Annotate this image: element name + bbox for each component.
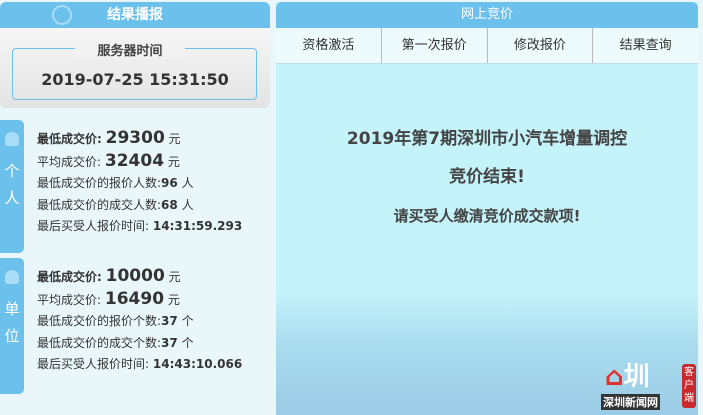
min-price-label: 最低成交价: [37, 270, 102, 284]
logo-char: 圳 [623, 362, 650, 392]
min-deals: 68 [161, 197, 178, 212]
bidding-tabs: 资格激活 第一次报价 修改报价 结果查询 [276, 28, 698, 64]
unit: 人 [181, 197, 194, 212]
personal-tab: 个 人 [0, 120, 24, 253]
last-time: 14:43:10.066 [152, 357, 243, 371]
unit: 人 [181, 176, 194, 190]
min-deals-label: 最低成交价的成交个数: [37, 335, 162, 350]
tab-first-bid[interactable]: 第一次报价 [382, 28, 488, 63]
side-label: 单 [4, 300, 20, 318]
message-line-1: 2019年第7期深圳市小汽车增量调控 [346, 129, 628, 149]
avg-price: 32404 [104, 150, 165, 171]
logo-name: 深圳新闻网 [601, 394, 660, 410]
clock-icon [52, 5, 72, 25]
min-price: 29300 [105, 128, 165, 148]
avg-price-label: 平均成交价: [37, 154, 102, 169]
unit: 个 [181, 335, 194, 350]
result-panel: 结果播报 服务器时间 2019-07-25 15:31:50 个 人 最低成交价… [0, 0, 270, 415]
avg-price: 16490 [104, 288, 165, 309]
unit: 元 [168, 270, 181, 284]
tab-modify-bid[interactable]: 修改报价 [488, 28, 594, 63]
last-time-label: 最后买受人报价时间: [37, 357, 150, 371]
min-deals-label: 最低成交价的成交人数: [37, 197, 162, 212]
min-bidders-label: 最低成交价的报价个数: [37, 314, 162, 328]
result-panel-header: 结果播报 [0, 2, 270, 28]
unit: 元 [168, 132, 181, 146]
tab-result-query[interactable]: 结果查询 [619, 38, 672, 53]
min-bidders: 37 [161, 314, 178, 328]
server-time-label: 服务器时间 [75, 40, 185, 59]
logo-badge: 客户端 [682, 364, 696, 408]
company-tab: 单 位 [0, 258, 24, 394]
bidding-content: 2019年第7期深圳市小汽车增量调控 竞价结束! 请买受人缴清竞价成交款项! ⌂… [276, 64, 698, 415]
unit: 个 [181, 314, 194, 328]
person-icon [5, 132, 19, 146]
message-line-3: 请买受人缴清竞价成交款项! [393, 207, 581, 225]
side-label: 个 [4, 162, 20, 180]
unit: 元 [167, 292, 180, 307]
message-line-2: 竞价结束! [449, 167, 525, 187]
logo-mark: ⌂圳 [605, 362, 650, 392]
last-time: 14:31:59.293 [152, 219, 243, 233]
bidding-panel: 网上竞价 资格激活 第一次报价 修改报价 结果查询 2019年第7期深圳市小汽车… [276, 2, 698, 415]
min-price-label: 最低成交价: [37, 132, 102, 146]
result-panel-title: 结果播报 [107, 7, 163, 23]
min-bidders-label: 最低成交价的报价人数: [37, 176, 162, 190]
side-label: 位 [4, 327, 20, 345]
unit: 元 [167, 154, 180, 169]
side-label: 人 [4, 189, 20, 207]
server-time-value: 2019-07-25 15:31:50 [41, 70, 229, 89]
avg-price-label: 平均成交价: [37, 292, 102, 307]
person-icon [5, 270, 19, 284]
bidding-panel-title: 网上竞价 [276, 2, 698, 28]
company-results: 最低成交价: 10000 元 平均成交价: 16490 元 最低成交价的报价个数… [37, 266, 242, 376]
personal-results: 最低成交价: 29300 元 平均成交价: 32404 元 最低成交价的报价人数… [37, 128, 242, 238]
tab-activate[interactable]: 资格激活 [276, 28, 382, 63]
server-time-box: 服务器时间 2019-07-25 15:31:50 [0, 28, 270, 108]
min-deals: 37 [161, 335, 178, 350]
shenzhen-news-logo: ⌂圳 深圳新闻网 客户端 [601, 358, 696, 413]
last-time-label: 最后买受人报价时间: [37, 219, 150, 233]
min-price: 10000 [105, 266, 165, 286]
min-bidders: 96 [161, 176, 178, 190]
